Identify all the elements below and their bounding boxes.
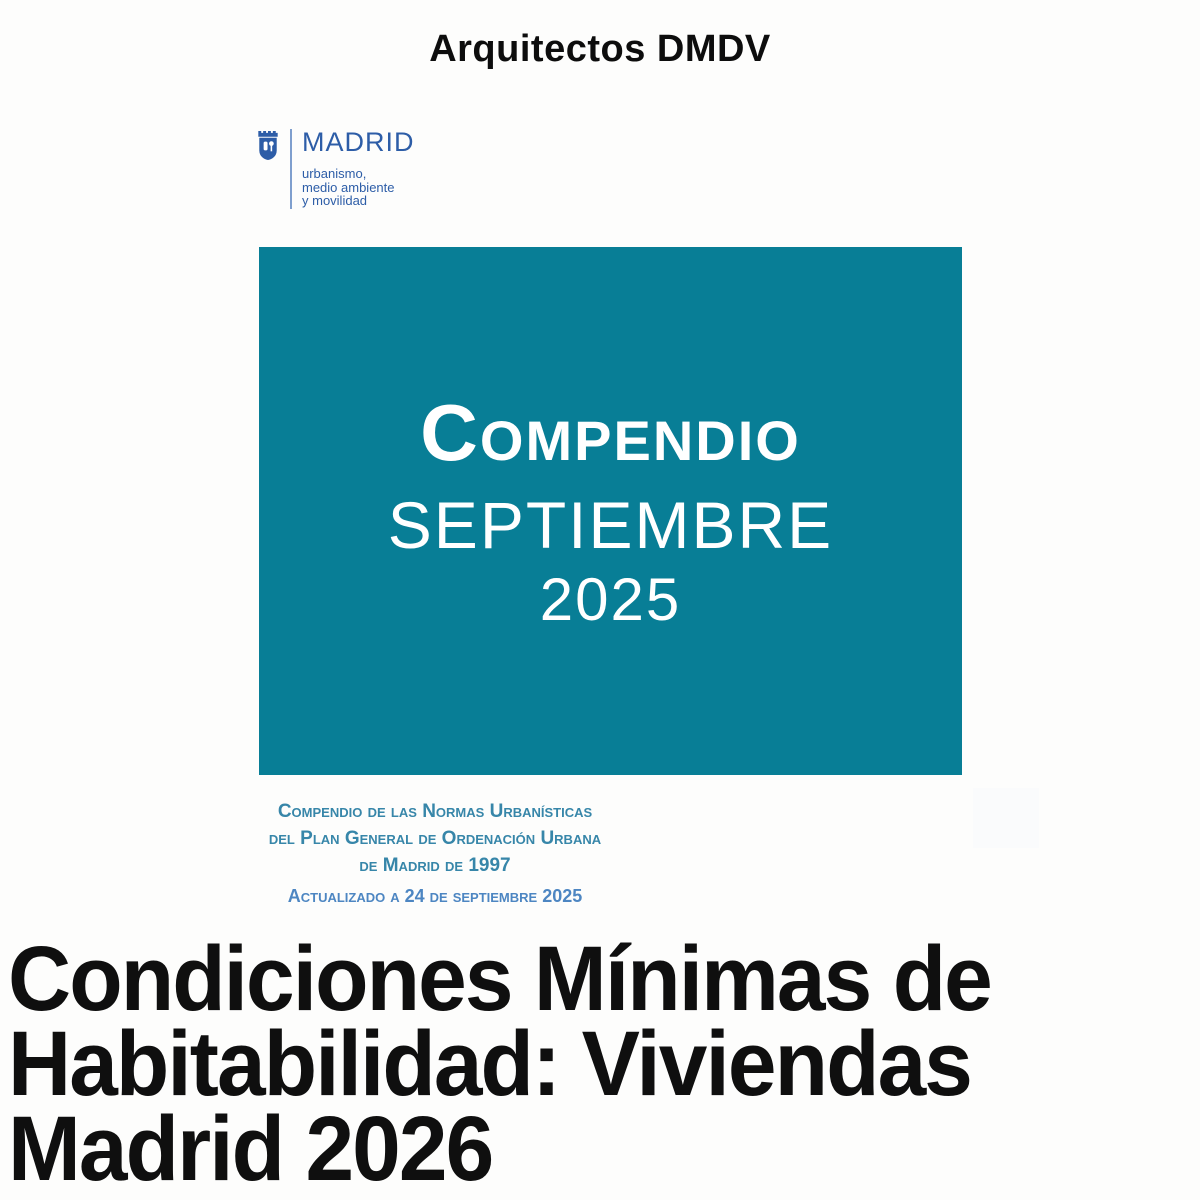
logo-department-line: y movilidad — [302, 193, 368, 208]
cover-month: SEPTIEMBRE — [387, 488, 834, 562]
article-headline: Condiciones Mínimas de Habitabilidad: Vi… — [8, 928, 993, 1200]
madrid-city-logo: MADRID urbanismo, medio ambiente y movil… — [256, 127, 415, 209]
logo-city-name: MADRID — [302, 127, 415, 157]
logo-divider — [290, 129, 292, 209]
logo-department: urbanismo, medio ambiente y movilidad — [302, 167, 415, 208]
site-brand-title: Arquitectos DMDV — [429, 28, 771, 70]
cover-title: Compendio — [420, 388, 801, 477]
cover-description-line: del Plan General de Ordenación Urbana — [268, 828, 602, 849]
cover-updated-date: Actualizado a 24 de septiembre 2025 — [287, 886, 583, 906]
article-headline-line: Madrid 2026 — [8, 1098, 494, 1200]
cover-panel: Compendio SEPTIEMBRE 2025 — [259, 247, 962, 775]
logo-department-line: medio ambiente — [302, 179, 395, 195]
cover-description: Compendio de las Normas Urbanísticas del… — [245, 798, 625, 879]
article-headline-line: Condiciones Mínimas de — [8, 928, 993, 1030]
logo-text-block: MADRID urbanismo, medio ambiente y movil… — [302, 127, 415, 208]
article-headline-line: Habitabilidad: Viviendas — [8, 1013, 973, 1115]
madrid-shield-icon — [258, 130, 278, 161]
logo-department-line: urbanismo, — [302, 166, 367, 181]
page-edge-artifact — [973, 788, 1039, 848]
cover-description-line: de Madrid de 1997 — [359, 855, 511, 876]
cover-description-line: Compendio de las Normas Urbanísticas — [277, 801, 593, 822]
cover-year: 2025 — [539, 566, 682, 633]
